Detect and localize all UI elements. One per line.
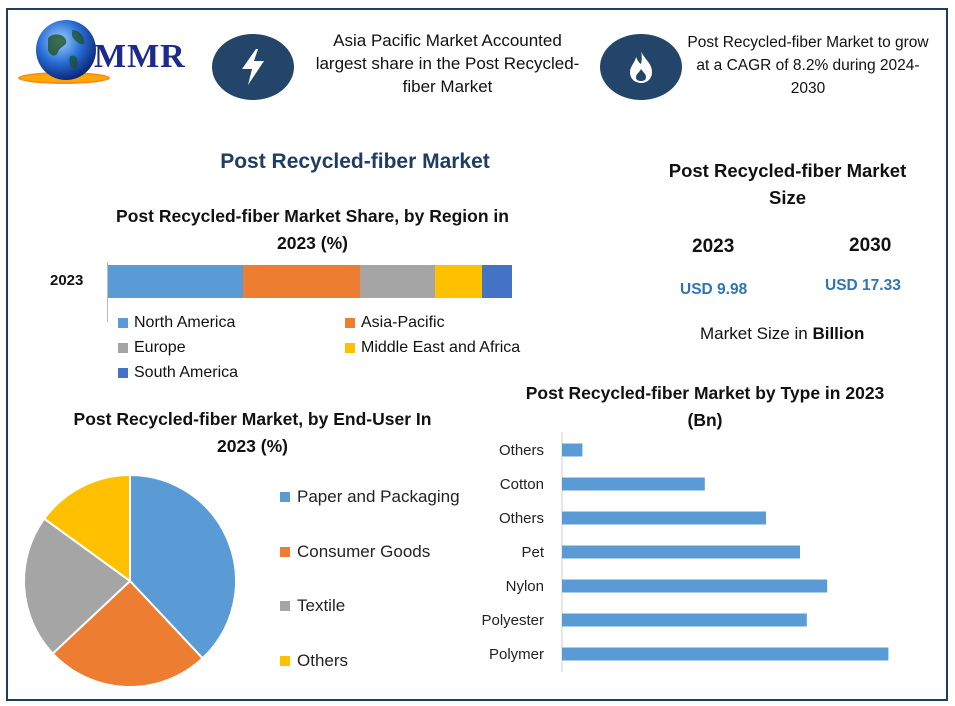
pie-legend-consumer-goods: Consumer Goods (280, 542, 430, 562)
type-bar-pet (562, 545, 800, 559)
legend-item-south-america: South America (118, 364, 238, 382)
region-chart-axis (107, 262, 108, 322)
type-bar-label: Others (499, 510, 544, 527)
header-right-text: Post Recycled-fiber Market to grow at a … (687, 34, 929, 97)
market-size-year-2030: 2030 (849, 235, 892, 256)
type-bar-cotton (562, 477, 705, 491)
pie-slice-textile (23, 517, 132, 655)
pie-legend-textile: Textile (280, 596, 345, 616)
type-bar-label: Polymer (489, 646, 544, 663)
stack-segment-south-america (481, 265, 512, 298)
legend-swatch (118, 318, 128, 328)
market-size-title: Post Recycled-fiber Market Size (668, 160, 907, 208)
type-bar-others (562, 511, 766, 525)
stack-segment-north-america (108, 265, 244, 298)
legend-item-middle-east-africa: Middle East and Africa (345, 339, 520, 357)
legend-swatch (345, 318, 355, 328)
outer-frame (6, 8, 948, 701)
type-bar-polymer (562, 647, 889, 661)
legend-item-europe: Europe (118, 339, 186, 357)
flame-icon (600, 34, 682, 100)
pie-legend-paper-packaging: Paper and Packaging (280, 487, 460, 507)
globe-icon (18, 20, 110, 84)
header-left-text: Asia Pacific Market Accounted largest sh… (315, 31, 580, 96)
legend-item-north-america: North America (118, 314, 235, 332)
region-chart-category-label: 2023 (50, 272, 84, 289)
pie-slice-consumer-goods (51, 579, 204, 688)
legend-swatch (280, 656, 290, 666)
pie-slice-paper-and-packaging (129, 473, 237, 660)
market-size-value-2023: USD 9.98 (680, 281, 748, 298)
mmr-logo: MMR (14, 16, 194, 86)
stack-segment-europe (360, 265, 436, 298)
type-bar-label: Others (499, 442, 544, 459)
type-bar-nylon (562, 579, 828, 593)
region-stacked-bar (108, 265, 512, 298)
end-user-chart-title: Post Recycled-fiber Market, by End-User … (73, 409, 432, 456)
stack-segment-middle-east-and-africa (435, 265, 482, 298)
lightning-icon (212, 34, 294, 100)
type-chart-title: Post Recycled-fiber Market by Type in 20… (525, 383, 885, 430)
legend-item-asia-pacific: Asia-Pacific (345, 314, 445, 332)
market-size-value-2030: USD 17.33 (825, 277, 901, 294)
end-user-pie-chart (20, 470, 240, 692)
type-bar-others (562, 443, 583, 457)
type-bar-polyester (562, 613, 807, 627)
stack-segment-asia-pacific (243, 265, 361, 298)
type-bar-label: Polyester (481, 612, 544, 629)
type-bar-label: Pet (521, 544, 544, 561)
type-bar-label: Nylon (506, 578, 544, 595)
legend-swatch (280, 547, 290, 557)
type-bar-chart: Others Cotton Others Pet Nylon Polyester Polym… (481, 432, 889, 672)
pie-legend-others: Others (280, 651, 348, 671)
page-title: Post Recycled-fiber Market (220, 150, 490, 173)
legend-swatch (280, 492, 290, 502)
pie-slice-others (42, 473, 131, 583)
logo-text: MMR (94, 38, 186, 75)
legend-swatch (118, 343, 128, 353)
type-bar-label: Cotton (500, 476, 544, 493)
market-size-note: Market Size in Billion (700, 324, 865, 343)
legend-swatch (345, 343, 355, 353)
legend-swatch (280, 601, 290, 611)
region-chart-title: Post Recycled-fiber Market Share, by Reg… (116, 206, 509, 253)
market-size-year-2023: 2023 (692, 236, 735, 257)
legend-swatch (118, 368, 128, 378)
